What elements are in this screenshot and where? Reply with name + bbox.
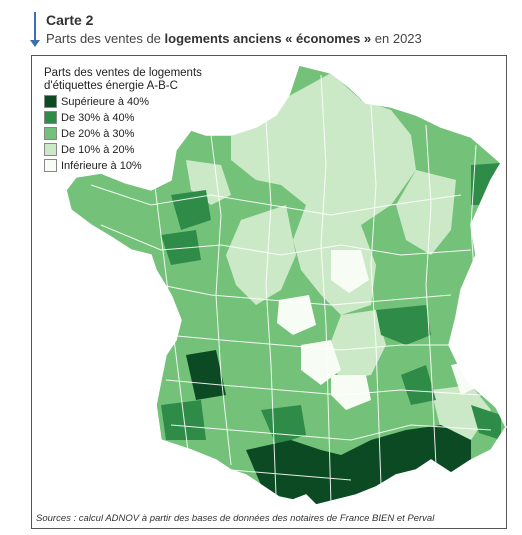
region-alpes-maritimes	[471, 405, 501, 440]
department-borders	[90, 74, 492, 505]
legend-item-10-20: De 10% à 20%	[44, 143, 134, 156]
region-gironde	[186, 350, 226, 400]
source-note: Sources : calcul ADNOV à partir des base…	[36, 513, 435, 524]
legend-item-30-40: De 30% à 40%	[44, 111, 134, 124]
region-loire-atlantique	[161, 230, 201, 265]
region-centre	[226, 205, 296, 305]
map-label: Carte 2	[46, 12, 94, 28]
legend-swatch	[44, 143, 57, 156]
region-rhone-ain	[376, 305, 431, 345]
legend-item-under-10: Inférieure à 10%	[44, 159, 142, 172]
legend-swatch	[44, 127, 57, 140]
legend-title: Parts des ventes de logements d'étiquett…	[44, 67, 202, 93]
legend-title-line1: Parts des ventes de logements	[44, 67, 202, 79]
france-departments-map	[65, 64, 507, 506]
region-landes	[161, 400, 206, 440]
map-title: Parts des ventes de logements anciens « …	[46, 31, 422, 46]
france-outline	[65, 64, 507, 506]
legend-swatch	[44, 95, 57, 108]
region-alps-south	[431, 385, 491, 440]
legend-title-line2: d'étiquettes énergie A-B-C	[44, 80, 178, 92]
region-cantal	[301, 340, 341, 385]
region-lozere	[331, 375, 371, 410]
legend-swatch	[44, 111, 57, 124]
region-mediterranean-coast	[246, 425, 471, 505]
region-nievre	[331, 250, 369, 293]
title-arrow-line	[34, 12, 36, 46]
legend-swatch	[44, 159, 57, 172]
region-drome	[401, 365, 436, 405]
region-creuse	[277, 295, 316, 335]
title-arrow-icon	[30, 40, 40, 47]
region-auvergne	[326, 310, 386, 380]
legend-item-over-40: Supérieure à 40%	[44, 95, 149, 108]
region-lorraine	[396, 170, 456, 255]
legend-item-20-30: De 20% à 30%	[44, 127, 134, 140]
